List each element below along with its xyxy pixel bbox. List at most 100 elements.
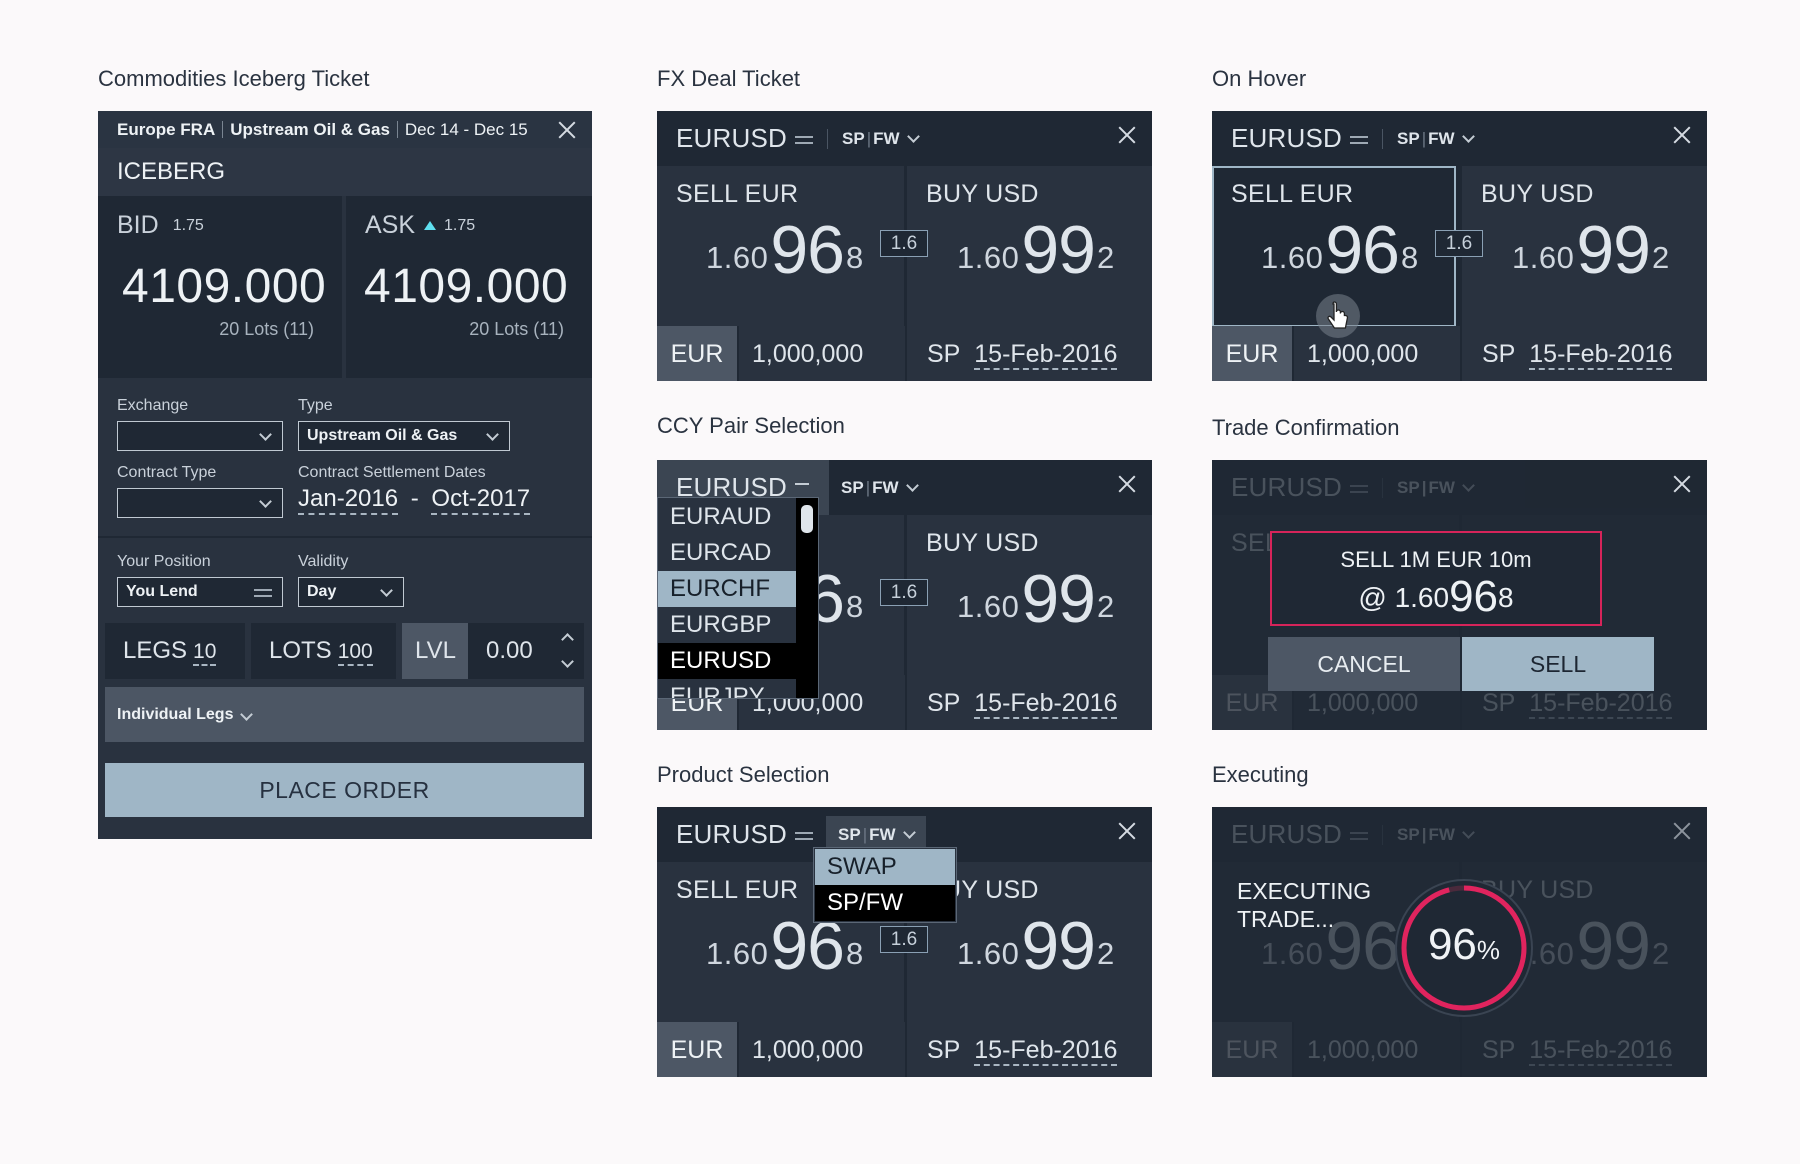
value-date[interactable]: SP 15-Feb-2016 <box>1462 326 1707 381</box>
ask-lots: 20 Lots (11) <box>469 319 564 339</box>
notional-currency[interactable]: EUR <box>657 326 737 381</box>
cancel-button[interactable]: CANCEL <box>1268 637 1460 691</box>
fx-ticket-hover: EURUSD SP | FW SELL EUR 1.60 96 8 BUY USD 1.… <box>1212 111 1707 381</box>
divider <box>98 536 592 538</box>
settle-from-date[interactable]: Jan-2016 <box>298 485 399 515</box>
section-title-ccy: CCY Pair Selection <box>657 413 845 438</box>
ccy-option[interactable]: EURJPY <box>670 683 765 699</box>
product-selector-open[interactable]: SP | FW <box>826 816 926 853</box>
bid-small-value: 1.75 <box>172 216 204 234</box>
validity-select[interactable]: Day <box>298 577 404 607</box>
validity-label: Validity <box>298 553 349 570</box>
hand-cursor-icon <box>1316 294 1360 338</box>
chevron-down-icon <box>259 428 272 441</box>
place-order-button[interactable]: PLACE ORDER <box>105 763 584 817</box>
notional-currency[interactable]: EUR <box>657 1022 737 1077</box>
stepper-down-icon[interactable] <box>561 655 574 668</box>
lvl-input[interactable]: 0.00 <box>468 623 584 679</box>
ccy-option-highlighted[interactable]: EURCHF <box>658 571 798 607</box>
lots-field[interactable]: LOTS 100 <box>251 623 396 679</box>
close-icon[interactable] <box>1114 122 1140 148</box>
exchange-select[interactable] <box>117 421 283 451</box>
product-option-selected[interactable]: SP/FW <box>815 885 955 921</box>
value-date-text[interactable]: 15-Feb-2016 <box>974 689 1118 719</box>
notional-amount[interactable]: 1,000,000 <box>739 1022 905 1077</box>
type-select[interactable]: Upstream Oil & Gas <box>298 421 510 451</box>
section-title-iceberg: Commodities Iceberg Ticket <box>98 66 370 91</box>
sell-label: SELL EUR <box>1231 180 1354 208</box>
buy-panel[interactable]: BUY USD 1.60 99 2 <box>907 166 1152 327</box>
value-date-text[interactable]: 15-Feb-2016 <box>974 1036 1118 1066</box>
ccy-option[interactable]: EURAUD <box>670 503 772 530</box>
legs-field[interactable]: LEGS 10 <box>105 623 245 679</box>
bid-label: BID <box>117 211 159 239</box>
progress-ring <box>1395 879 1533 1017</box>
close-icon[interactable] <box>1669 471 1695 497</box>
close-icon[interactable] <box>1669 122 1695 148</box>
pair-label: EURUSD <box>676 123 787 153</box>
bid-value: 4109.000 <box>122 260 327 313</box>
settle-to-date[interactable]: Oct-2017 <box>431 485 531 515</box>
value-date[interactable]: SP 15-Feb-2016 <box>907 1022 1152 1077</box>
product-selector[interactable]: SP | FW <box>842 129 920 149</box>
close-icon[interactable] <box>1114 471 1140 497</box>
buy-price: 1.60 99 2 <box>957 212 1115 288</box>
ccy-pair-dropdown[interactable]: EURAUD EURCAD EURCHF EURGBP EURUSD EURJP… <box>657 497 819 699</box>
spread-badge: 1.6 <box>880 579 928 606</box>
region-label: Europe FRA <box>117 119 216 139</box>
product-dropdown[interactable]: SWAP SP/FW <box>813 847 957 923</box>
section-title-product: Product Selection <box>657 762 830 787</box>
sell-panel[interactable]: SELL EUR 1.60 96 8 <box>657 166 904 327</box>
ticket-header: Europe FRA Upstream Oil & Gas Dec 14 - D… <box>98 111 592 148</box>
bid-panel[interactable]: BID 1.75 4109.000 20 Lots (11) <box>98 196 342 378</box>
section-title-hover: On Hover <box>1212 66 1307 91</box>
close-icon[interactable] <box>1114 818 1140 844</box>
product-option-highlighted[interactable]: SWAP <box>815 849 955 885</box>
progress-arc <box>1401 885 1527 1011</box>
dropdown-scrollbar[interactable] <box>796 498 818 698</box>
stepper-up-icon[interactable] <box>561 633 574 646</box>
pair-selector[interactable]: EURUSD <box>1231 123 1368 154</box>
value-date[interactable]: SP 15-Feb-2016 <box>907 326 1152 381</box>
position-select[interactable]: You Lend <box>117 577 283 607</box>
buy-panel[interactable]: BUY USD 1.60 99 2 <box>907 515 1152 676</box>
value-date[interactable]: SP 15-Feb-2016 <box>907 675 1152 730</box>
ask-panel[interactable]: ASK 1.75 4109.000 20 Lots (11) <box>346 196 592 378</box>
bid-lots: 20 Lots (11) <box>219 319 314 339</box>
sell-button[interactable]: SELL <box>1462 637 1654 691</box>
swap-icon <box>1350 132 1368 146</box>
contract-type-select[interactable] <box>117 488 283 518</box>
ccy-option-selected[interactable]: EURUSD <box>658 643 798 679</box>
spread-badge: 1.6 <box>880 926 928 953</box>
value-date-text[interactable]: 15-Feb-2016 <box>1529 340 1673 370</box>
individual-legs-toggle[interactable]: Individual Legs <box>105 687 584 742</box>
product-selector[interactable]: SP | FW <box>841 478 919 498</box>
sell-label: SELL EUR <box>676 180 799 208</box>
lots-value[interactable]: 100 <box>337 640 373 666</box>
product-selector[interactable]: SP | FW <box>1397 129 1475 149</box>
notional-amount[interactable]: 1,000,000 <box>1294 326 1460 381</box>
value-date-text[interactable]: 15-Feb-2016 <box>974 340 1118 370</box>
swap-icon <box>795 132 813 146</box>
chevron-down-icon <box>240 708 254 721</box>
close-icon[interactable] <box>554 117 580 143</box>
contract-type-label: Contract Type <box>117 464 217 481</box>
legs-value[interactable]: 10 <box>193 640 217 666</box>
close-icon[interactable] <box>1669 818 1695 844</box>
confirm-price: @ 1.60 96 8 <box>1358 572 1514 621</box>
chevron-down-icon <box>1461 129 1475 143</box>
position-value: You Lend <box>126 583 198 600</box>
pair-selector[interactable]: EURUSD <box>676 819 813 850</box>
ccy-option[interactable]: EURGBP <box>670 611 772 638</box>
pair-label: EURUSD <box>1231 472 1342 502</box>
ask-value: 4109.000 <box>364 260 569 313</box>
settlement-dates[interactable]: Jan-2016 - Oct-2017 <box>298 485 531 515</box>
notional-currency[interactable]: EUR <box>1212 326 1292 381</box>
ticket-header: EURUSD SP | FW <box>1212 111 1707 166</box>
ccy-option[interactable]: EURCAD <box>670 539 772 566</box>
pair-selector[interactable]: EURUSD <box>676 123 813 154</box>
notional-amount[interactable]: 1,000,000 <box>739 326 905 381</box>
buy-panel[interactable]: BUY USD 1.60 99 2 <box>907 862 1152 1023</box>
value-date-text: 15-Feb-2016 <box>1529 1036 1673 1066</box>
buy-panel[interactable]: BUY USD 1.60 99 2 <box>1462 166 1707 327</box>
